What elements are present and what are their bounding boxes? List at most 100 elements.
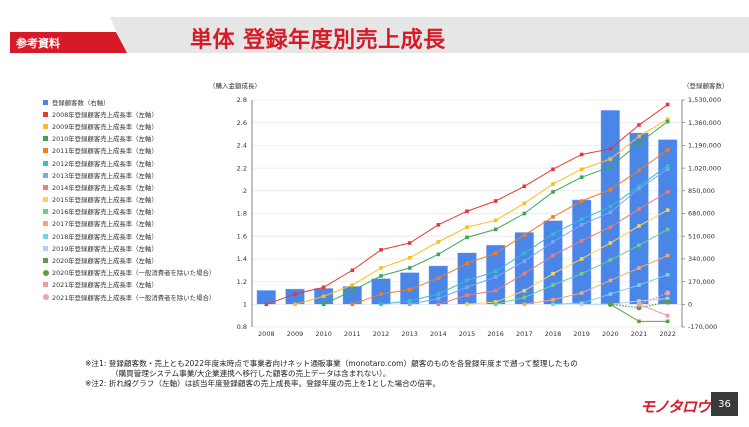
- line-point-0: [608, 147, 613, 151]
- line-point-8: [608, 258, 613, 262]
- line-point-9: [637, 266, 641, 270]
- line-series-9: [524, 255, 668, 305]
- line-point-14: [665, 313, 670, 318]
- left-tick-label: 1.6: [237, 232, 247, 240]
- right-tick-label: -170,000: [688, 323, 717, 331]
- tag-banner: [10, 32, 127, 53]
- line-point-0: [665, 102, 670, 107]
- footnotes: ※注1: 登録顧客数・売上とも2022年度末時点で事業者向けネット通販事業（mo…: [85, 359, 578, 389]
- legend-swatch: [43, 233, 48, 239]
- line-point-0: [350, 268, 355, 273]
- left-tick-label: 1.4: [237, 255, 247, 263]
- line-series-11: [581, 298, 668, 305]
- line-point-5: [465, 285, 469, 290]
- line-point-0: [379, 248, 383, 252]
- right-tick-label: 1,530,000: [688, 96, 721, 104]
- line-point-0: [551, 167, 555, 172]
- line-point-7: [665, 208, 670, 212]
- line-point-1: [579, 167, 584, 172]
- legend-label: 2021年登録顧客売上成長率（左軸）: [52, 281, 158, 290]
- right-tick-label: 1,190,000: [688, 142, 721, 150]
- line-point-1: [551, 182, 555, 186]
- legend-item: 2011年登録顧客売上成長率（左軸）: [43, 145, 215, 157]
- line-point-13: [607, 301, 613, 307]
- legend-item: 2020年登録顧客売上成長率（左軸）: [43, 254, 215, 266]
- line-point-3: [522, 233, 527, 237]
- line-point-1: [665, 117, 670, 122]
- line-point-2: [407, 266, 412, 270]
- line-point-5: [579, 223, 584, 227]
- line-point-0: [493, 199, 498, 203]
- line-point-8: [522, 295, 527, 300]
- bar-registered-customers-2019: [571, 199, 592, 305]
- legend-item: 2016年登録顧客売上成長率（左軸）: [43, 206, 215, 218]
- line-point-0: [522, 184, 527, 189]
- line-point-3: [436, 276, 441, 280]
- line-point-7: [493, 300, 498, 304]
- right-tick-label: 170,000: [688, 278, 715, 286]
- x-tick-label: 2013: [401, 330, 418, 338]
- note-2: ※注2: 折れ線グラフ（左軸）は該当年度登録顧客の売上成長率。登録年度の売上を1…: [85, 379, 441, 388]
- line-point-2: [465, 235, 469, 240]
- line-point-6: [608, 225, 613, 229]
- line-point-2: [493, 227, 498, 232]
- line-point-3: [493, 251, 498, 256]
- legend-swatch: [43, 160, 48, 166]
- right-tick-label: 340,000: [688, 255, 715, 263]
- legend-label: 2008年登録顧客売上成長率（左軸）: [52, 110, 158, 119]
- left-tick-label: 1.2: [237, 278, 247, 286]
- x-tick-label: 2014: [430, 330, 447, 338]
- left-tick-label: 2.2: [237, 164, 247, 172]
- chart-legend: 登録顧客数（右軸） 2008年登録顧客売上成長率（左軸） 2009年登録顧客売上成長…: [42, 96, 216, 303]
- legend-swatch: [43, 258, 48, 264]
- line-point-9: [608, 278, 613, 283]
- line-point-1: [379, 266, 383, 270]
- monotaro-logo: モノタロウ: [640, 398, 711, 416]
- right-tick-label: 1,360,000: [688, 119, 721, 127]
- line-point-1: [293, 302, 297, 307]
- line-series-3: [352, 149, 668, 305]
- legend-swatch: [43, 136, 48, 142]
- line-point-3: [350, 302, 355, 307]
- line-point-1: [522, 201, 527, 206]
- legend-swatch: [43, 184, 48, 190]
- line-point-6: [436, 302, 441, 307]
- legend-label: 2019年登録顧客売上成長率（左軸）: [52, 244, 158, 253]
- line-point-10: [608, 292, 613, 296]
- legend-label: 2020年登録顧客売上成長率（一般消費者を除いた場合）: [52, 269, 216, 278]
- line-point-6: [637, 207, 641, 211]
- line-point-0: [293, 292, 297, 296]
- legend-swatch: [43, 99, 48, 105]
- line-point-2: [637, 141, 641, 145]
- line-point-7: [522, 288, 527, 293]
- reference-tag: 参考資料: [16, 37, 60, 50]
- line-point-5: [493, 275, 498, 279]
- line-point-4: [551, 232, 555, 236]
- x-tick-label: 2009: [287, 330, 304, 338]
- right-tick-label: 680,000: [688, 210, 715, 218]
- line-point-4: [608, 204, 613, 209]
- bar-registered-customers-2021: [629, 132, 649, 305]
- left-tick-label: 1.8: [237, 210, 247, 218]
- line-point-5: [407, 302, 412, 307]
- legend-item: 2020年登録顧客売上成長率（一般消費者を除いた場合）: [42, 267, 216, 279]
- x-tick-label: 2010: [315, 330, 332, 338]
- line-point-7: [579, 257, 584, 261]
- line-point-6: [493, 288, 498, 293]
- line-point-12: [637, 319, 641, 324]
- line-point-5: [665, 167, 670, 172]
- line-point-4: [493, 269, 498, 274]
- title-banner: [110, 17, 749, 53]
- legend-swatch: [43, 148, 48, 154]
- line-point-2: [579, 175, 584, 179]
- left-tick-label: 1: [243, 301, 247, 309]
- legend-label: 2014年登録顧客売上成長率（左軸）: [52, 183, 158, 192]
- legend-swatch: [42, 269, 49, 276]
- line-point-12: [665, 319, 670, 324]
- line-point-5: [608, 210, 613, 215]
- legend-item: 2017年登録顧客売上成長率（左軸）: [43, 218, 215, 230]
- line-point-8: [665, 227, 670, 232]
- line-point-13: [665, 299, 671, 305]
- line-point-11: [579, 302, 584, 307]
- line-point-1: [637, 134, 641, 139]
